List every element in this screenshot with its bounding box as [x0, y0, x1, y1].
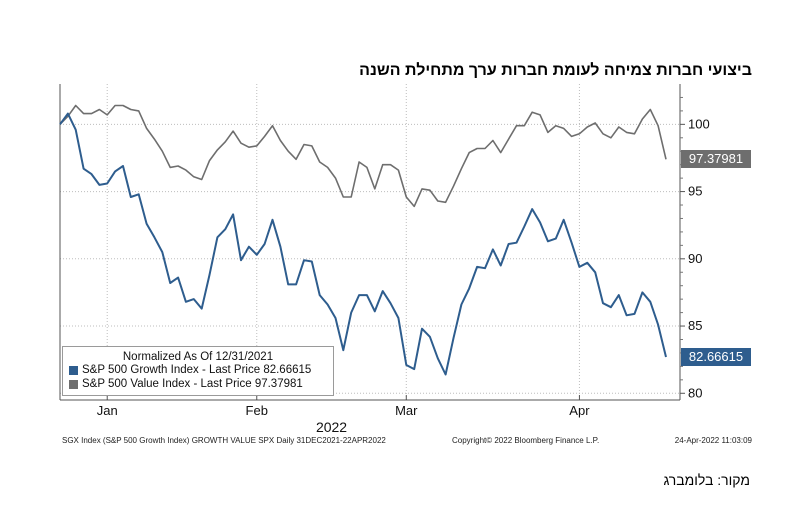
legend: Normalized As Of 12/31/2021 S&P 500 Grow… — [62, 346, 334, 396]
footer-index-info: SGX Index (S&P 500 Growth Index) GROWTH … — [62, 436, 386, 445]
last-price-tag-growth: 82.66615 — [681, 347, 751, 366]
legend-entry-value: S&P 500 Value Index - Last Price 97.3798… — [69, 377, 333, 391]
x-tick-label-Mar: Mar — [395, 403, 418, 418]
y-tick-label-100: 100 — [688, 116, 710, 131]
source-note: מקור: בלומברג — [663, 472, 750, 488]
legend-label-growth: S&P 500 Growth Index - Last Price 82.666… — [82, 364, 312, 376]
y-tick-label-80: 80 — [688, 385, 702, 400]
x-tick-label-Feb: Feb — [246, 403, 268, 418]
y-tick-label-95: 95 — [688, 184, 702, 199]
last-price-tag-value: 97.37981 — [681, 150, 751, 169]
axis-layer: 80 85 90 95 100 Jan Feb Mar Apr 2022 — [59, 84, 710, 435]
series-layer — [59, 104, 667, 376]
legend-swatch-growth — [69, 365, 78, 375]
x-tick-label-Jan: Jan — [97, 403, 118, 418]
x-axis-label: 2022 — [316, 419, 347, 435]
footer-timestamp: 24-Apr-2022 11:03:09 — [674, 436, 752, 445]
legend-label-value: S&P 500 Value Index - Last Price 97.3798… — [82, 378, 303, 390]
legend-swatch-value — [69, 379, 78, 389]
chart-title: ביצועי חברות צמיחה לעומת חברות ערך מתחיל… — [359, 62, 752, 79]
legend-title: Normalized As Of 12/31/2021 — [122, 351, 274, 363]
footer-copyright: Copyright© 2022 Bloomberg Finance L.P. — [452, 436, 600, 445]
series-line-growth — [59, 112, 667, 376]
series-line-value — [59, 104, 667, 208]
legend-entry-growth: S&P 500 Growth Index - Last Price 82.666… — [69, 363, 333, 377]
y-tick-label-85: 85 — [688, 318, 702, 333]
y-tick-label-90: 90 — [688, 251, 702, 266]
x-tick-label-Apr: Apr — [569, 403, 590, 418]
